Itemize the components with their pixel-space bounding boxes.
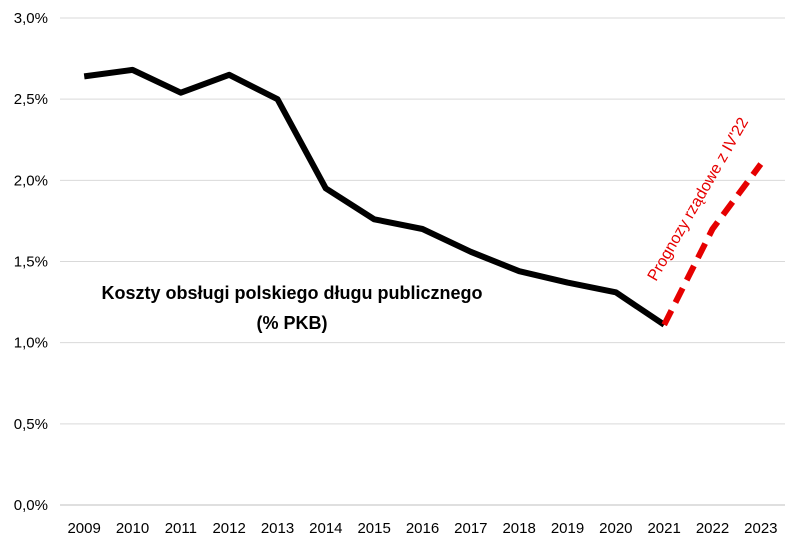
y-tick-label: 1,0%: [14, 335, 48, 352]
x-tick-label: 2009: [67, 520, 100, 537]
gridlines: [60, 17, 785, 506]
y-tick-label: 3,0%: [14, 10, 48, 27]
forecast-annotation: Prognozy rządowe z IV'22: [645, 115, 752, 284]
x-tick-label: 2010: [116, 520, 149, 537]
x-tick-label: 2019: [551, 520, 584, 537]
x-tick-label: 2020: [599, 520, 632, 537]
x-tick-label: 2012: [212, 520, 245, 537]
forecast-series-line: [661, 162, 764, 327]
x-tick-label: 2021: [647, 520, 680, 537]
y-tick-label: 2,5%: [14, 91, 48, 108]
chart-title: Koszty obsługi polskiego długu publiczne…: [102, 283, 483, 333]
x-tick-label: 2013: [261, 520, 294, 537]
y-tick-label: 0,0%: [14, 497, 48, 514]
y-tick-label: 1,5%: [14, 254, 48, 271]
x-tick-label: 2022: [696, 520, 729, 537]
chart-title-line-2: (% PKB): [257, 313, 328, 333]
y-axis-tick-labels: 0,0% 0,5% 1,0% 1,5% 2,0% 2,5% 3,0%: [14, 10, 48, 514]
x-tick-label: 2023: [744, 520, 777, 537]
x-tick-label: 2018: [502, 520, 535, 537]
series-lines: [83, 66, 764, 328]
x-tick-label: 2015: [357, 520, 390, 537]
x-tick-label: 2014: [309, 520, 342, 537]
x-tick-label: 2017: [454, 520, 487, 537]
historical-series-line: [83, 66, 666, 328]
chart-title-line-1: Koszty obsługi polskiego długu publiczne…: [102, 283, 483, 303]
y-tick-label: 2,0%: [14, 172, 48, 189]
x-axis-tick-labels: 2009 2010 2011 2012 2013 2014 2015 2016 2017 2018…: [67, 520, 777, 537]
y-tick-label: 0,5%: [14, 416, 48, 433]
x-tick-label: 2011: [165, 520, 197, 537]
x-tick-label: 2016: [406, 520, 439, 537]
